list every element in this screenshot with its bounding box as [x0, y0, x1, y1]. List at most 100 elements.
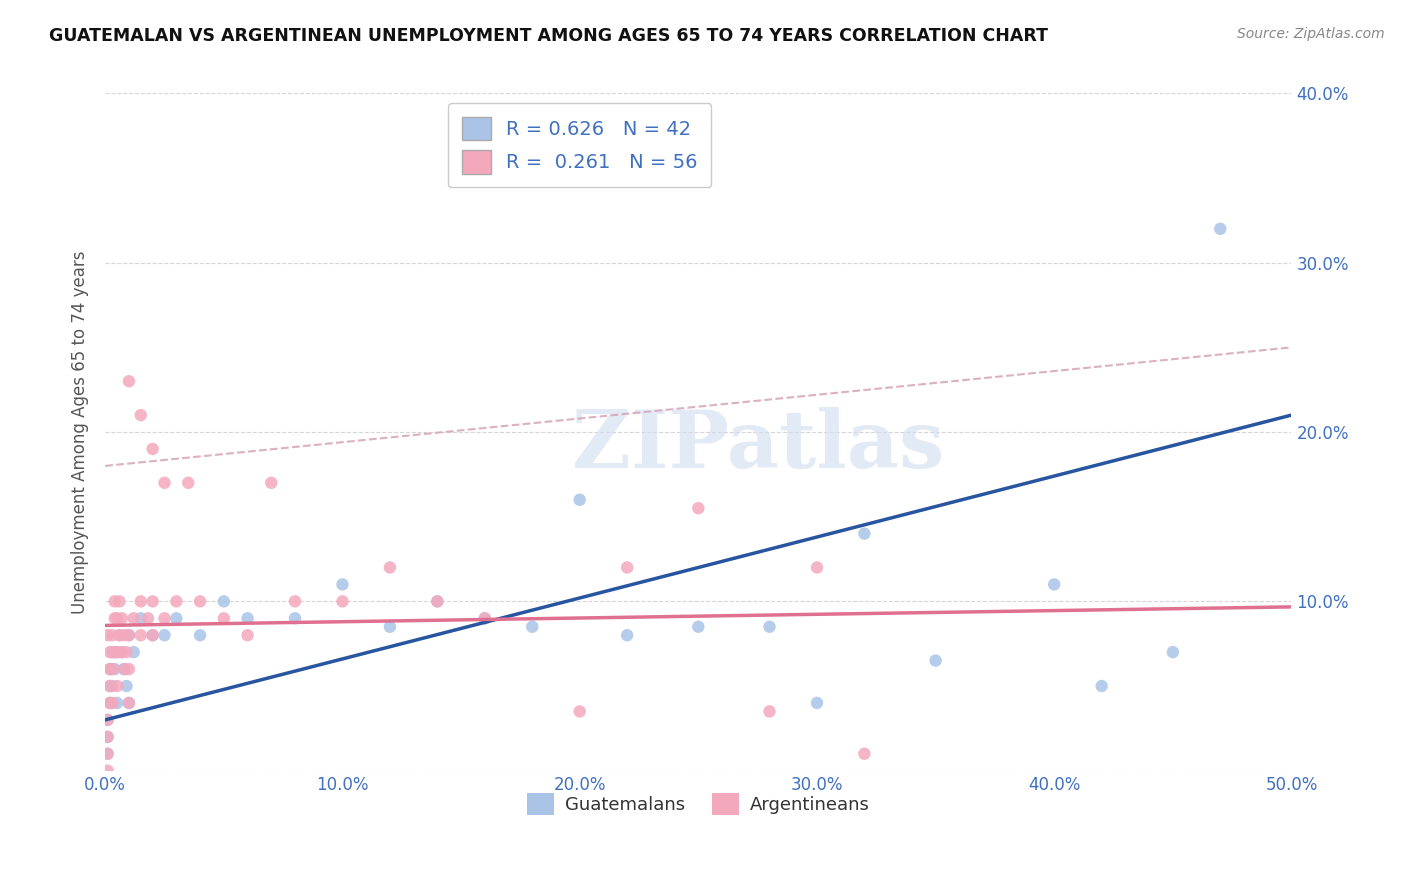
Point	[108, 594, 131, 608]
Point	[111, 645, 134, 659]
Point	[115, 679, 138, 693]
Point	[108, 628, 131, 642]
Text: ZIPatlas: ZIPatlas	[571, 407, 943, 484]
Point	[236, 611, 259, 625]
Point	[115, 645, 138, 659]
Point	[1161, 645, 1184, 659]
Point	[101, 645, 124, 659]
Point	[142, 628, 165, 642]
Point	[688, 620, 710, 634]
Point	[153, 628, 176, 642]
Point	[260, 475, 283, 490]
Point	[1091, 679, 1114, 693]
Point	[108, 628, 131, 642]
Point	[758, 620, 780, 634]
Y-axis label: Unemployment Among Ages 65 to 74 years: Unemployment Among Ages 65 to 74 years	[72, 251, 89, 614]
Point	[129, 611, 152, 625]
Point	[104, 594, 127, 608]
Point	[122, 645, 145, 659]
Point	[129, 408, 152, 422]
Point	[97, 747, 120, 761]
Point	[104, 662, 127, 676]
Point	[758, 705, 780, 719]
Point	[188, 594, 211, 608]
Point	[153, 611, 176, 625]
Point	[1209, 222, 1232, 236]
Point	[101, 679, 124, 693]
Point	[118, 696, 141, 710]
Point	[98, 696, 121, 710]
Point	[284, 594, 307, 608]
Point	[111, 611, 134, 625]
Point	[105, 645, 128, 659]
Point	[98, 645, 121, 659]
Point	[426, 594, 449, 608]
Point	[136, 611, 159, 625]
Point	[105, 679, 128, 693]
Point	[1043, 577, 1066, 591]
Point	[236, 628, 259, 642]
Point	[118, 628, 141, 642]
Point	[112, 662, 135, 676]
Point	[284, 611, 307, 625]
Text: GUATEMALAN VS ARGENTINEAN UNEMPLOYMENT AMONG AGES 65 TO 74 YEARS CORRELATION CHA: GUATEMALAN VS ARGENTINEAN UNEMPLOYMENT A…	[49, 27, 1049, 45]
Point	[616, 628, 638, 642]
Point	[105, 696, 128, 710]
Point	[924, 654, 946, 668]
Point	[129, 628, 152, 642]
Point	[153, 475, 176, 490]
Point	[98, 679, 121, 693]
Point	[97, 747, 120, 761]
Point	[101, 662, 124, 676]
Point	[98, 662, 121, 676]
Point	[104, 611, 127, 625]
Point	[98, 679, 121, 693]
Point	[332, 594, 354, 608]
Point	[97, 730, 120, 744]
Point	[853, 747, 876, 761]
Point	[97, 713, 120, 727]
Point	[474, 611, 496, 625]
Point	[142, 594, 165, 608]
Point	[129, 594, 152, 608]
Point	[474, 611, 496, 625]
Point	[378, 560, 401, 574]
Point	[142, 628, 165, 642]
Point	[853, 526, 876, 541]
Point	[118, 662, 141, 676]
Point	[212, 611, 235, 625]
Point	[688, 501, 710, 516]
Point	[165, 594, 187, 608]
Point	[165, 611, 187, 625]
Point	[111, 645, 134, 659]
Point	[616, 560, 638, 574]
Point	[105, 611, 128, 625]
Point	[101, 696, 124, 710]
Point	[522, 620, 544, 634]
Point	[97, 764, 120, 778]
Legend: Guatemalans, Argentineans: Guatemalans, Argentineans	[520, 786, 877, 822]
Point	[112, 662, 135, 676]
Point	[568, 492, 591, 507]
Point	[332, 577, 354, 591]
Point	[568, 705, 591, 719]
Point	[118, 696, 141, 710]
Point	[177, 475, 200, 490]
Point	[101, 628, 124, 642]
Point	[806, 560, 828, 574]
Point	[118, 628, 141, 642]
Point	[112, 628, 135, 642]
Point	[122, 611, 145, 625]
Point	[378, 620, 401, 634]
Point	[98, 662, 121, 676]
Point	[97, 730, 120, 744]
Point	[105, 645, 128, 659]
Point	[98, 696, 121, 710]
Point	[806, 696, 828, 710]
Point	[212, 594, 235, 608]
Point	[142, 442, 165, 456]
Point	[118, 374, 141, 388]
Point	[97, 713, 120, 727]
Text: Source: ZipAtlas.com: Source: ZipAtlas.com	[1237, 27, 1385, 41]
Point	[104, 645, 127, 659]
